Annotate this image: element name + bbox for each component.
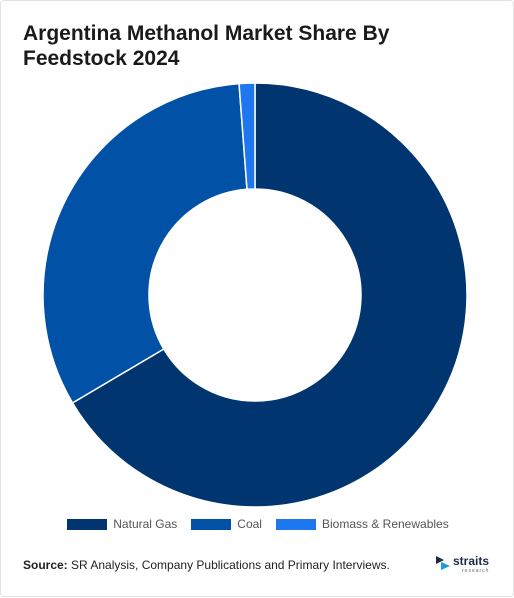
legend-label: Natural Gas — [113, 517, 178, 531]
logo-mark-icon — [436, 556, 450, 570]
legend-swatch — [191, 518, 232, 530]
logo-word: straits — [453, 554, 490, 568]
straits-research-logo: straits research — [435, 553, 495, 575]
logo-subword: research — [462, 568, 490, 574]
legend-swatch — [67, 518, 108, 530]
slice-biomass-renewables — [238, 82, 256, 191]
chart-legend: Natural Gas Coal Biomass & Renewables — [1, 517, 514, 531]
slice-coal — [42, 82, 248, 404]
source-note: Source: SR Analysis, Company Publication… — [23, 558, 390, 572]
slice-natural-gas — [71, 82, 468, 508]
chart-title: Argentina Methanol Market Share By Feeds… — [23, 22, 390, 70]
legend-item-biomass: Biomass & Renewables — [275, 517, 449, 531]
legend-item-coal: Coal — [191, 517, 262, 531]
legend-label: Coal — [237, 517, 262, 531]
legend-swatch — [275, 518, 316, 530]
legend-item-natural-gas: Natural Gas — [67, 517, 177, 531]
source-text: SR Analysis, Company Publications and Pr… — [67, 558, 390, 572]
legend-label: Biomass & Renewables — [321, 517, 449, 531]
source-label: Source: — [23, 558, 68, 572]
